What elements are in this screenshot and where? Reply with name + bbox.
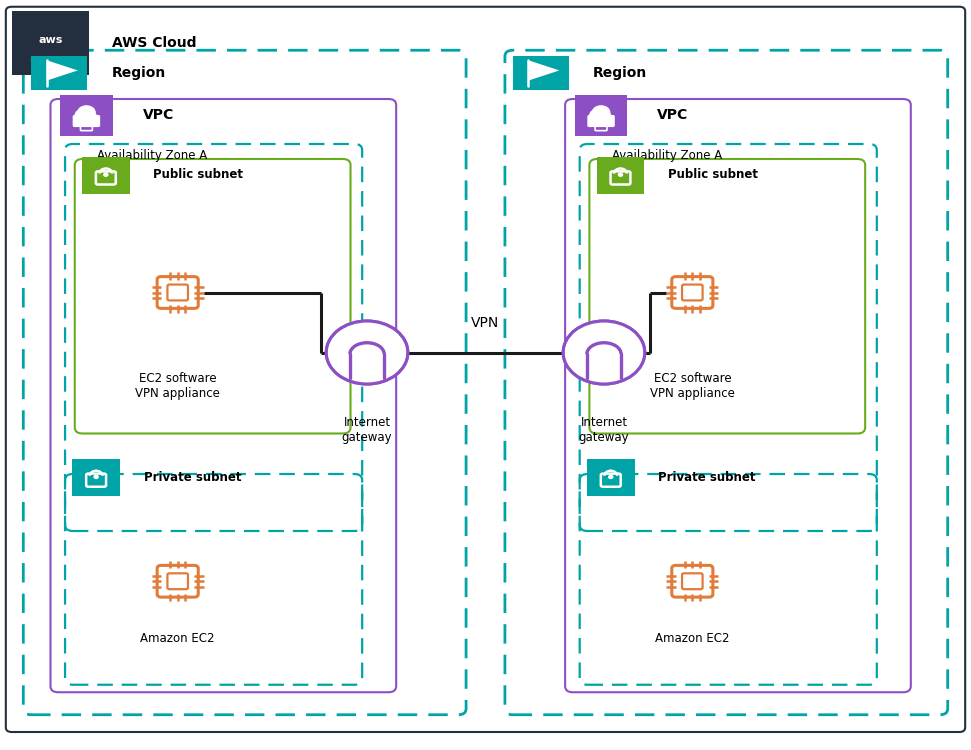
Text: Amazon EC2: Amazon EC2 [141, 632, 215, 646]
Circle shape [619, 173, 622, 176]
Circle shape [327, 322, 407, 383]
FancyBboxPatch shape [575, 95, 627, 136]
FancyBboxPatch shape [31, 56, 87, 90]
Circle shape [609, 476, 613, 478]
FancyBboxPatch shape [12, 11, 89, 75]
FancyBboxPatch shape [596, 157, 645, 194]
Text: Region: Region [112, 67, 166, 80]
Polygon shape [47, 60, 78, 80]
Text: VPN: VPN [471, 316, 500, 329]
Circle shape [600, 112, 611, 121]
FancyBboxPatch shape [586, 459, 635, 496]
Text: EC2 software
VPN appliance: EC2 software VPN appliance [135, 372, 220, 400]
Text: Region: Region [592, 67, 647, 80]
Text: Availability Zone A: Availability Zone A [97, 148, 208, 162]
FancyBboxPatch shape [60, 95, 113, 136]
Text: Public subnet: Public subnet [668, 168, 758, 182]
Circle shape [589, 110, 604, 120]
FancyBboxPatch shape [82, 157, 130, 194]
Circle shape [75, 110, 89, 120]
Circle shape [564, 322, 644, 383]
Text: Internet
gateway: Internet gateway [342, 416, 392, 444]
Circle shape [94, 476, 98, 478]
Circle shape [592, 106, 610, 119]
Text: EC2 software
VPN appliance: EC2 software VPN appliance [650, 372, 735, 400]
Text: Availability Zone A: Availability Zone A [612, 148, 722, 162]
Text: Private subnet: Private subnet [658, 471, 755, 484]
Text: Private subnet: Private subnet [144, 471, 241, 484]
Text: VPC: VPC [657, 108, 688, 122]
Text: aws: aws [38, 35, 63, 45]
Circle shape [85, 112, 96, 121]
FancyBboxPatch shape [72, 459, 120, 496]
Text: AWS Cloud: AWS Cloud [112, 36, 196, 50]
FancyBboxPatch shape [73, 115, 100, 127]
Circle shape [78, 106, 95, 119]
Text: Internet
gateway: Internet gateway [579, 416, 629, 444]
Text: Public subnet: Public subnet [153, 168, 244, 182]
Circle shape [104, 173, 108, 176]
Text: Amazon EC2: Amazon EC2 [655, 632, 729, 646]
FancyBboxPatch shape [587, 115, 615, 127]
Polygon shape [528, 60, 559, 80]
FancyBboxPatch shape [513, 56, 569, 90]
Text: VPC: VPC [143, 108, 174, 122]
